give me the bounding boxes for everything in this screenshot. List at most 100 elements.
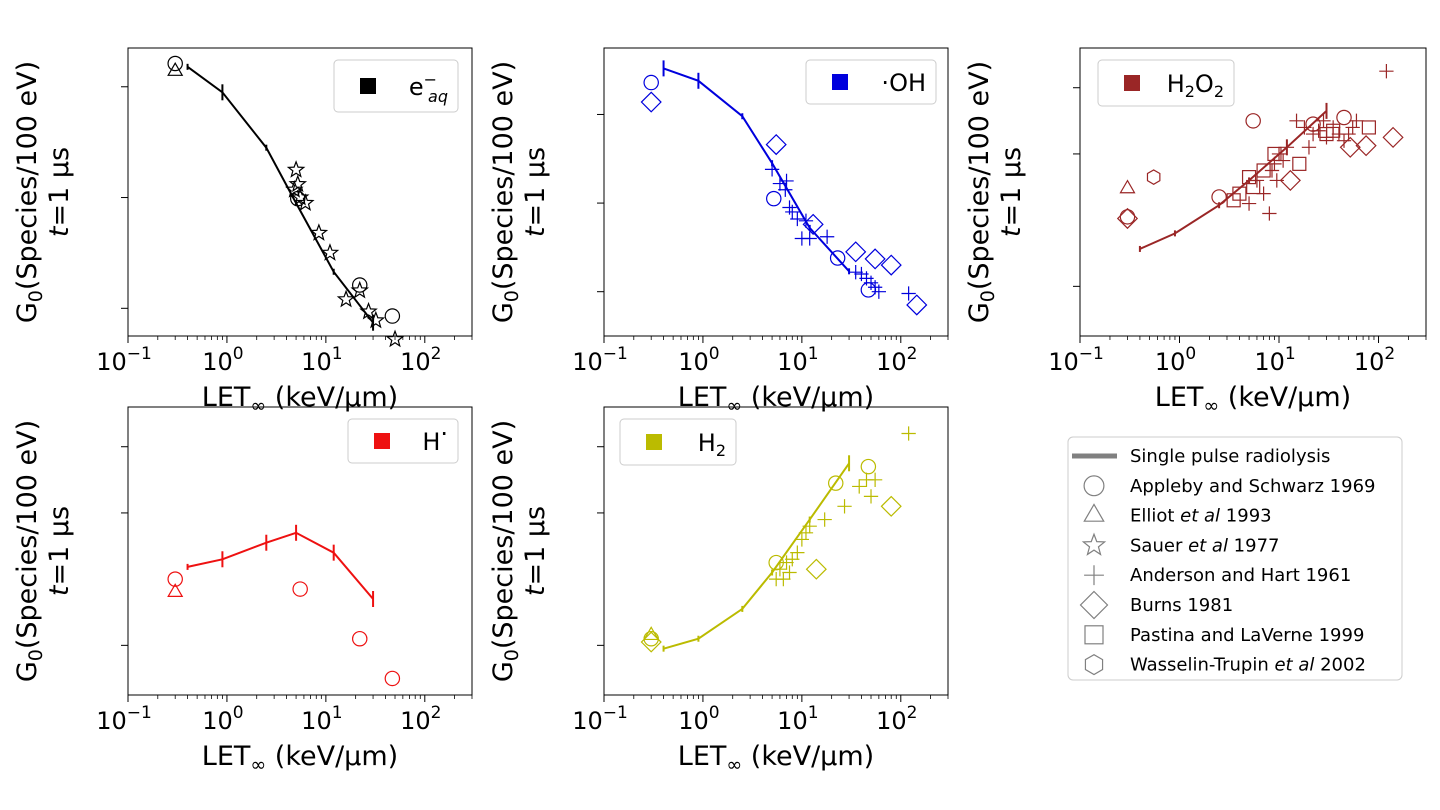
legend-marker-circle bbox=[1083, 475, 1105, 497]
data-point-plus bbox=[1379, 64, 1394, 79]
data-point-diamond bbox=[1279, 169, 1301, 192]
data-point-plus bbox=[901, 286, 916, 301]
data-point-star bbox=[366, 310, 386, 329]
data-point-plus bbox=[1269, 173, 1284, 188]
data-point-plus bbox=[772, 176, 788, 191]
data-point-circle bbox=[643, 630, 659, 647]
data-point-plus bbox=[1275, 153, 1291, 168]
global-legend-item: Burns 1981 bbox=[1130, 595, 1233, 616]
data-point-circle bbox=[167, 571, 183, 587]
data-point-plus bbox=[798, 525, 814, 540]
data-point-plus bbox=[1271, 146, 1287, 162]
legend-marker-diamond bbox=[1079, 590, 1109, 620]
x-tick-label: 101 bbox=[301, 344, 342, 376]
x-tick-label: 101 bbox=[777, 703, 818, 735]
x-tick-label: 102 bbox=[876, 344, 917, 376]
data-point-square bbox=[1361, 120, 1376, 135]
data-point-diamond bbox=[1116, 207, 1139, 230]
legend-label: H· bbox=[422, 420, 448, 456]
data-point-diamond bbox=[640, 631, 662, 653]
data-point-circle bbox=[384, 308, 401, 324]
x-tick-label: 100 bbox=[678, 344, 719, 376]
simulation-line bbox=[187, 531, 374, 600]
x-tick-label: 10−1 bbox=[96, 703, 152, 735]
data-point-circle bbox=[167, 55, 183, 72]
data-point-star bbox=[359, 301, 378, 320]
data-point-circle bbox=[384, 670, 401, 687]
y-axis-label-line2: t=1 μs bbox=[520, 147, 551, 237]
legend-swatch bbox=[360, 78, 376, 94]
y-axis-label-line1: G0(Species/100 eV) bbox=[12, 61, 47, 323]
global-legend-item: Single pulse radiolysis bbox=[1130, 446, 1330, 467]
data-point-star bbox=[309, 223, 329, 241]
x-tick-label: 10−1 bbox=[572, 703, 628, 735]
data-point-plus bbox=[782, 565, 797, 580]
data-point-plus bbox=[779, 555, 794, 570]
data-point-diamond bbox=[805, 558, 827, 580]
data-point-diamond bbox=[640, 91, 662, 113]
data-point-plus bbox=[1326, 120, 1341, 135]
x-axis-label: LET∞ (keV/μm) bbox=[202, 382, 398, 417]
data-point-diamond bbox=[1355, 135, 1377, 157]
data-point-plus bbox=[863, 489, 879, 504]
data-point-star bbox=[286, 160, 306, 178]
y-axis-label-line1: G0(Species/100 eV) bbox=[964, 61, 999, 323]
data-point-plus bbox=[802, 231, 817, 246]
x-tick-label: 10−1 bbox=[96, 344, 152, 376]
data-point-triangle bbox=[167, 583, 184, 598]
legend-swatch bbox=[1124, 75, 1140, 91]
data-point-plus bbox=[1301, 140, 1317, 155]
legend-box bbox=[805, 59, 937, 105]
axes-frame bbox=[127, 406, 473, 696]
data-point-square bbox=[1232, 186, 1247, 201]
data-point-circle bbox=[292, 581, 308, 597]
data-point-star bbox=[285, 180, 304, 198]
global-legend-item: Anderson and Hart 1961 bbox=[1130, 565, 1351, 586]
data-point-square bbox=[1292, 156, 1307, 171]
data-point-diamond bbox=[845, 241, 867, 263]
simulation-line bbox=[187, 65, 374, 324]
x-tick-label: 100 bbox=[202, 703, 243, 735]
data-point-star bbox=[336, 289, 356, 308]
data-point-triangle bbox=[643, 626, 660, 641]
data-point-plus bbox=[779, 173, 794, 189]
legend-label: ·OH bbox=[881, 69, 926, 97]
legend-label: e− aq bbox=[409, 70, 448, 106]
x-axis-label: LET∞ (keV/μm) bbox=[202, 741, 398, 776]
data-point-plus bbox=[867, 472, 883, 487]
legend-label: H2 bbox=[698, 429, 726, 460]
data-point-circle bbox=[829, 250, 846, 266]
legend-box bbox=[1097, 59, 1235, 107]
legend-box bbox=[619, 418, 737, 466]
data-point-plus bbox=[1279, 140, 1295, 155]
data-point-plus bbox=[819, 229, 835, 244]
axes-frame bbox=[603, 47, 949, 337]
data-point-circle bbox=[1119, 209, 1136, 225]
simulation-line bbox=[663, 462, 850, 650]
data-point-circle bbox=[1336, 109, 1352, 126]
y-axis-label-line2: t=1 μs bbox=[44, 506, 75, 596]
data-point-plus bbox=[1305, 126, 1321, 142]
simulation-line bbox=[1139, 110, 1328, 250]
data-point-plus bbox=[1345, 120, 1360, 135]
x-tick-label: 100 bbox=[1155, 344, 1196, 376]
data-point-triangle bbox=[167, 62, 184, 76]
axes-frame bbox=[127, 47, 473, 337]
y-axis-label-line2: t=1 μs bbox=[520, 506, 551, 596]
y-axis-label-line1: G0(Species/100 eV) bbox=[12, 420, 47, 682]
data-point-star bbox=[288, 174, 308, 193]
legend-box bbox=[347, 418, 459, 464]
data-point-plus bbox=[871, 284, 886, 299]
data-point-triangle bbox=[1119, 179, 1136, 194]
data-point-diamond bbox=[906, 294, 928, 316]
legend-swatch bbox=[832, 74, 848, 90]
data-point-plus bbox=[1341, 126, 1356, 142]
data-point-circle bbox=[351, 277, 368, 293]
global-legend-item: Appleby and Schwarz 1969 bbox=[1130, 476, 1376, 497]
y-axis-label-line2: t=1 μs bbox=[996, 147, 1027, 237]
legend-swatch bbox=[374, 433, 390, 449]
